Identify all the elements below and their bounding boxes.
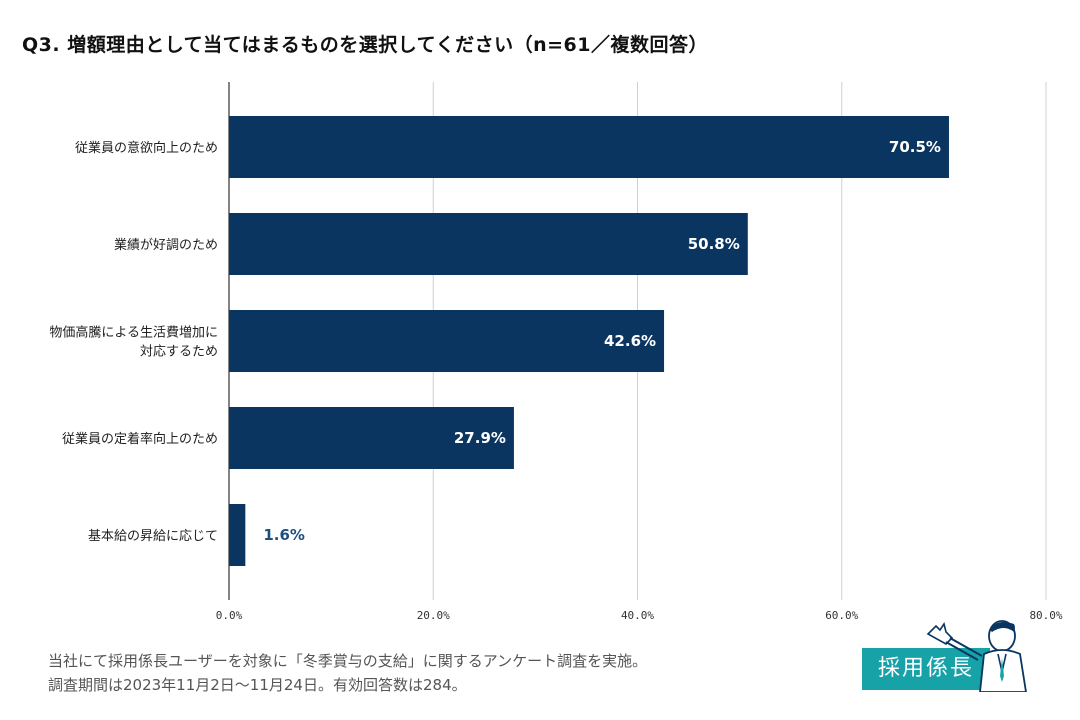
- data-label: 1.6%: [263, 526, 305, 544]
- data-label: 42.6%: [604, 332, 656, 350]
- footnote-period: 調査期間は2023年11月2日〜11月24日。有効回答数は284。: [48, 676, 467, 694]
- x-tick-label: 40.0%: [621, 609, 654, 622]
- bar: [229, 310, 665, 372]
- bar: [229, 504, 246, 566]
- data-label: 27.9%: [454, 429, 506, 447]
- x-tick-label: 60.0%: [825, 609, 858, 622]
- bar-chart: 0.0% 20.0% 40.0% 60.0% 80.0% 70.5% 従業員の意欲向上のため…: [49, 82, 1063, 622]
- data-label: 50.8%: [688, 235, 740, 253]
- y-category-label: 業績が好調のため: [114, 237, 218, 253]
- footnote-survey: 当社にて採用係長ユーザーを対象に「冬季賞与の支給」に関するアンケート調査を実施。: [48, 652, 648, 670]
- data-label: 70.5%: [889, 138, 941, 156]
- y-category-label: 従業員の定着率向上のため: [62, 431, 218, 447]
- y-category-label: 従業員の意欲向上のため: [75, 140, 218, 156]
- bar: [229, 213, 748, 275]
- chart-title: Q3. 増額理由として当てはまるものを選択してください（n=61／複数回答）: [22, 34, 709, 56]
- bar: [229, 407, 514, 469]
- x-tick-label: 20.0%: [417, 609, 450, 622]
- x-tick-label: 0.0%: [216, 609, 243, 622]
- y-category-label: 対応するため: [140, 345, 218, 360]
- mascot-figure-icon: [926, 620, 1027, 692]
- bar: [229, 116, 949, 178]
- x-tick-label: 80.0%: [1029, 609, 1062, 622]
- y-category-label: 物価高騰による生活費増加に: [49, 325, 218, 341]
- company-logo: 採用係長: [862, 616, 1038, 692]
- y-category-label: 基本給の昇給に応じて: [88, 529, 218, 544]
